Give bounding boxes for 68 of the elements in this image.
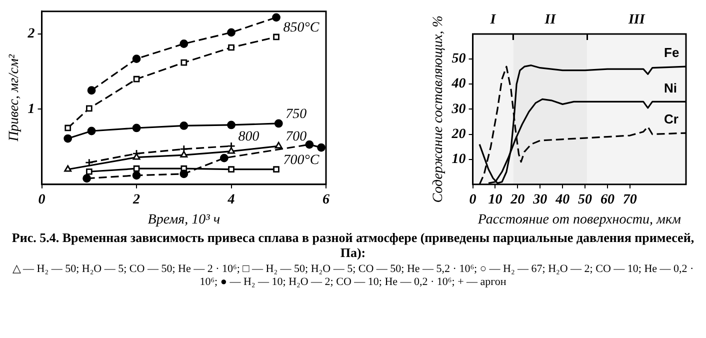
point [227,28,236,37]
x-tick-label: 4 [226,192,235,208]
series-label: Fe [664,45,680,60]
y-tick-label: 50 [452,52,466,67]
point [133,76,140,82]
x-tick-label: 70 [622,192,637,208]
series-label: 850°C [283,20,320,36]
y-tick-label: 20 [450,126,466,142]
series-label: 750 [286,107,307,122]
band-label: III [627,12,646,28]
band-label: I [489,12,496,28]
point [227,120,236,130]
y-axis-title: Привес, мг/см² [7,54,22,142]
point [228,147,235,154]
point [82,174,91,183]
band-label: II [544,12,556,28]
x-tick-label: 6 [322,192,330,208]
x-tick-label: 50 [578,192,592,208]
point [228,44,234,51]
y-tick-label: 10 [452,152,466,167]
point [133,165,140,172]
y-tick-label: 30 [450,102,466,117]
x-tick-label: 60 [600,192,614,208]
point [64,165,72,172]
x-tick-label: 20 [510,192,525,208]
x-axis-title: Время, 10³ ч [148,212,220,228]
point [305,140,314,149]
y-axis-title: Содержание составляющих, % [431,16,446,203]
point [273,166,280,173]
text: Рис. 5.4. Временная зависимость привеса сплава в разной атмосфере (приведены парциальные давления примесей, Па): [10,230,696,260]
text: △ — H₂ — 50; H₂O — 5; CO — 50; He — 2 · 10⁶; □ — H₂ — 50; H₂O — 5; CO — 50; He — 5,2 · 10⁶; ○ — H₂ — 67; H₂O — 2; CO — 10; He — 0,2 · 10⁶; ● — H₂ — 10; H₂O — 2; CO — 10; He — 0,2 · 10⁶; + — аргон [11,263,695,289]
series-label: Ni [664,80,677,96]
point [86,105,92,112]
point [84,158,94,167]
point [228,166,234,173]
x-tick-label: 40 [554,192,570,208]
point [86,168,92,175]
point [180,150,188,158]
point [274,142,282,148]
series-label: 700°C [283,153,320,168]
point [273,34,280,40]
x-tick-label: 2 [132,192,140,208]
point [132,171,141,180]
point [132,124,141,132]
point [64,134,72,143]
x-tick-label: 0 [469,192,476,208]
point [272,13,280,22]
x-tick-label: 30 [532,192,548,208]
point [87,126,96,136]
x-axis-title: Расстояние от поверхности, мкм [476,212,681,228]
point [180,170,188,178]
x-tick-label: 10 [488,192,502,208]
point [180,122,188,130]
point [87,86,96,95]
point [317,143,326,152]
point [180,40,188,48]
point [132,54,141,63]
x-tick-label: 0 [38,192,46,208]
point [274,119,283,128]
point [132,153,140,160]
point [180,59,188,66]
y-tick-label: 40 [450,76,466,92]
series-label: 700 [286,130,307,145]
y-tick-label: 1 [28,102,35,117]
point [64,124,72,132]
series-label: Cr [664,112,678,127]
point [220,154,228,162]
series-label: 800 [238,130,260,145]
